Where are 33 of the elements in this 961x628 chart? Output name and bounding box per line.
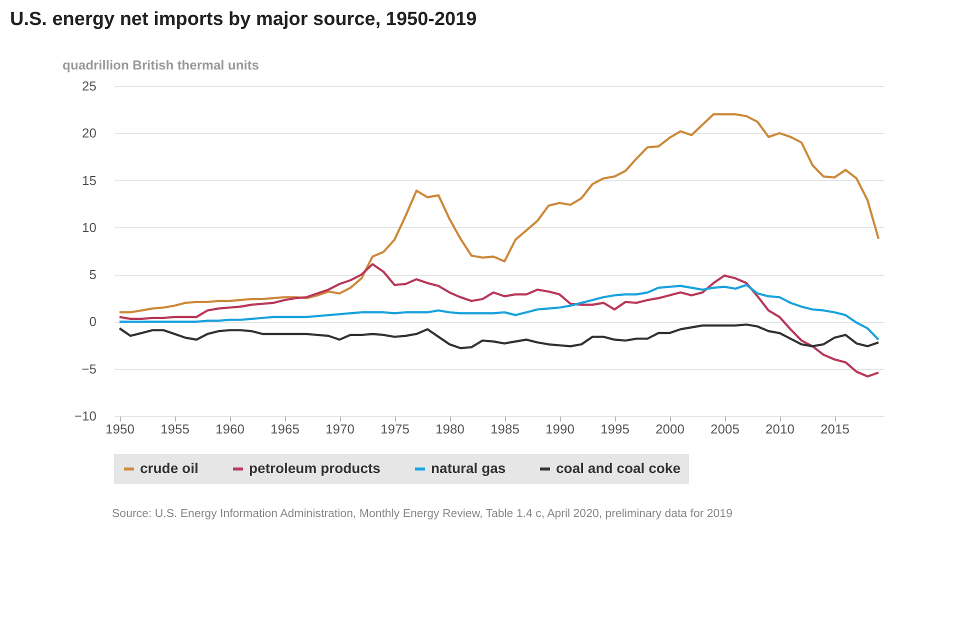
source-note: Source: U.S. Energy Information Administration, Monthly Energy Review, Table 1.4 c, April 2020, preliminary data for 2019 xyxy=(112,508,732,520)
line-series xyxy=(118,284,880,341)
x-tick-label: 1990 xyxy=(546,422,574,436)
y-tick-label: −5 xyxy=(82,361,96,376)
chart-title: U.S. energy net imports by major source, 1950-2019 xyxy=(10,9,477,30)
y-tick-label: 5 xyxy=(89,267,96,282)
x-tick-label: 2015 xyxy=(820,422,850,436)
y-tick-label: 10 xyxy=(82,220,96,235)
legend-label: crude oil xyxy=(140,460,198,476)
legend-label: petroleum products xyxy=(249,460,381,476)
x-tick-label: 1985 xyxy=(490,422,520,436)
x-tick-label: 2005 xyxy=(710,422,740,436)
x-tick-label: 2010 xyxy=(766,422,794,436)
y-tick-label: 15 xyxy=(82,172,96,188)
line-series xyxy=(118,323,880,350)
x-tick-label: 2000 xyxy=(656,422,684,436)
legend-label: coal and coal coke xyxy=(556,460,681,476)
line-series xyxy=(118,263,880,378)
y-tick-label: 0 xyxy=(89,314,96,330)
x-tick-label: 1965 xyxy=(270,422,300,436)
x-tick-label: 1955 xyxy=(160,422,190,436)
x-tick-label: 1995 xyxy=(600,422,630,436)
x-tick-label: 1980 xyxy=(436,422,464,436)
legend-label: natural gas xyxy=(431,460,506,476)
y-tick-label: −10 xyxy=(74,408,96,424)
y-axis-title: quadrillion British thermal units xyxy=(62,58,259,72)
y-tick-label: 20 xyxy=(82,126,96,141)
x-tick-label: 1975 xyxy=(380,422,410,436)
x-tick-label: 1950 xyxy=(106,422,134,436)
line-series xyxy=(118,113,880,314)
x-tick-label: 1970 xyxy=(326,422,354,436)
y-tick-label: 25 xyxy=(82,78,96,94)
x-tick-label: 1960 xyxy=(216,422,244,436)
